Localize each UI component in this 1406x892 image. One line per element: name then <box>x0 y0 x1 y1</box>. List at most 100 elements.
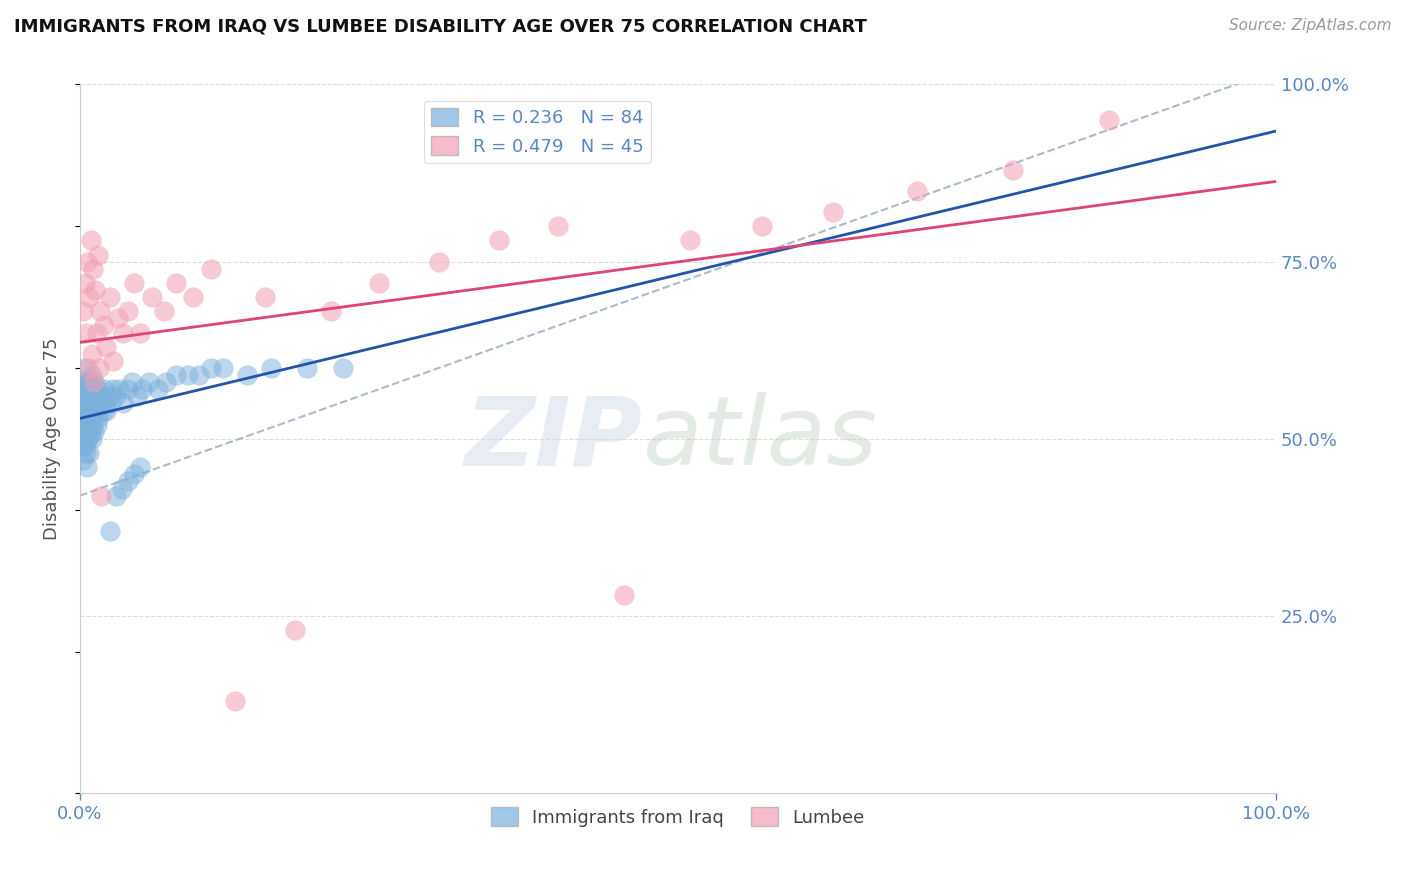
Point <box>98 524 121 538</box>
Point <box>98 290 121 304</box>
Point <box>128 326 150 340</box>
Point <box>96 403 118 417</box>
Point <box>89 396 111 410</box>
Point <box>284 624 307 638</box>
Point <box>176 368 198 383</box>
Point <box>70 417 93 432</box>
Point <box>70 432 93 446</box>
Point <box>127 389 149 403</box>
Point <box>77 432 100 446</box>
Point <box>79 382 101 396</box>
Point <box>93 318 115 333</box>
Point <box>80 389 103 403</box>
Point <box>86 389 108 403</box>
Point <box>73 382 96 396</box>
Point <box>93 382 115 396</box>
Point <box>89 304 111 318</box>
Point <box>80 410 103 425</box>
Point <box>76 375 98 389</box>
Point <box>96 340 118 354</box>
Point <box>86 417 108 432</box>
Point <box>87 410 110 425</box>
Point <box>91 403 114 417</box>
Point <box>547 219 569 234</box>
Point <box>188 368 211 383</box>
Point <box>77 361 100 376</box>
Point <box>70 403 93 417</box>
Text: IMMIGRANTS FROM IRAQ VS LUMBEE DISABILITY AGE OVER 75 CORRELATION CHART: IMMIGRANTS FROM IRAQ VS LUMBEE DISABILIT… <box>14 18 868 36</box>
Point <box>79 446 101 460</box>
Point <box>138 375 160 389</box>
Point <box>77 382 100 396</box>
Y-axis label: Disability Age Over 75: Disability Age Over 75 <box>44 338 60 541</box>
Point <box>103 354 125 368</box>
Point <box>1001 162 1024 177</box>
Point <box>367 276 389 290</box>
Point <box>79 375 101 389</box>
Point <box>103 382 125 396</box>
Point <box>319 304 342 318</box>
Point <box>83 396 105 410</box>
Point <box>122 467 145 482</box>
Point <box>613 588 636 602</box>
Point <box>111 326 134 340</box>
Point <box>905 184 928 198</box>
Point <box>83 375 105 389</box>
Point <box>104 489 127 503</box>
Point <box>76 403 98 417</box>
Legend: Immigrants from Iraq, Lumbee: Immigrants from Iraq, Lumbee <box>484 800 872 834</box>
Point <box>76 254 98 268</box>
Point <box>73 410 96 425</box>
Point <box>82 382 104 396</box>
Point <box>72 410 94 425</box>
Point <box>80 347 103 361</box>
Point <box>488 234 510 248</box>
Point <box>295 361 318 376</box>
Point <box>82 261 104 276</box>
Point <box>83 425 105 439</box>
Point <box>76 460 98 475</box>
Point <box>141 290 163 304</box>
Point <box>254 290 277 304</box>
Point <box>108 382 131 396</box>
Point <box>72 453 94 467</box>
Point <box>77 389 100 403</box>
Point <box>90 489 112 503</box>
Point <box>79 290 101 304</box>
Point <box>332 361 354 376</box>
Point <box>427 254 450 268</box>
Point <box>146 382 169 396</box>
Point <box>751 219 773 234</box>
Point <box>87 247 110 261</box>
Point <box>87 361 110 376</box>
Point <box>73 361 96 376</box>
Point <box>86 326 108 340</box>
Point <box>76 432 98 446</box>
Point <box>82 403 104 417</box>
Point <box>84 403 107 417</box>
Point <box>104 389 127 403</box>
Text: ZIP: ZIP <box>464 392 643 485</box>
Point <box>111 482 134 496</box>
Point <box>679 234 702 248</box>
Text: atlas: atlas <box>643 392 877 485</box>
Point <box>128 460 150 475</box>
Point <box>97 389 120 403</box>
Point <box>823 205 845 219</box>
Point <box>165 276 187 290</box>
Point <box>121 375 143 389</box>
Point <box>82 417 104 432</box>
Point <box>80 368 103 383</box>
Point <box>200 361 222 376</box>
Point <box>80 432 103 446</box>
Point <box>79 417 101 432</box>
Point <box>200 261 222 276</box>
Point <box>79 403 101 417</box>
Point <box>107 311 129 326</box>
Point <box>236 368 259 383</box>
Point <box>152 304 174 318</box>
Point <box>75 389 97 403</box>
Point <box>72 396 94 410</box>
Point <box>72 439 94 453</box>
Point <box>117 304 139 318</box>
